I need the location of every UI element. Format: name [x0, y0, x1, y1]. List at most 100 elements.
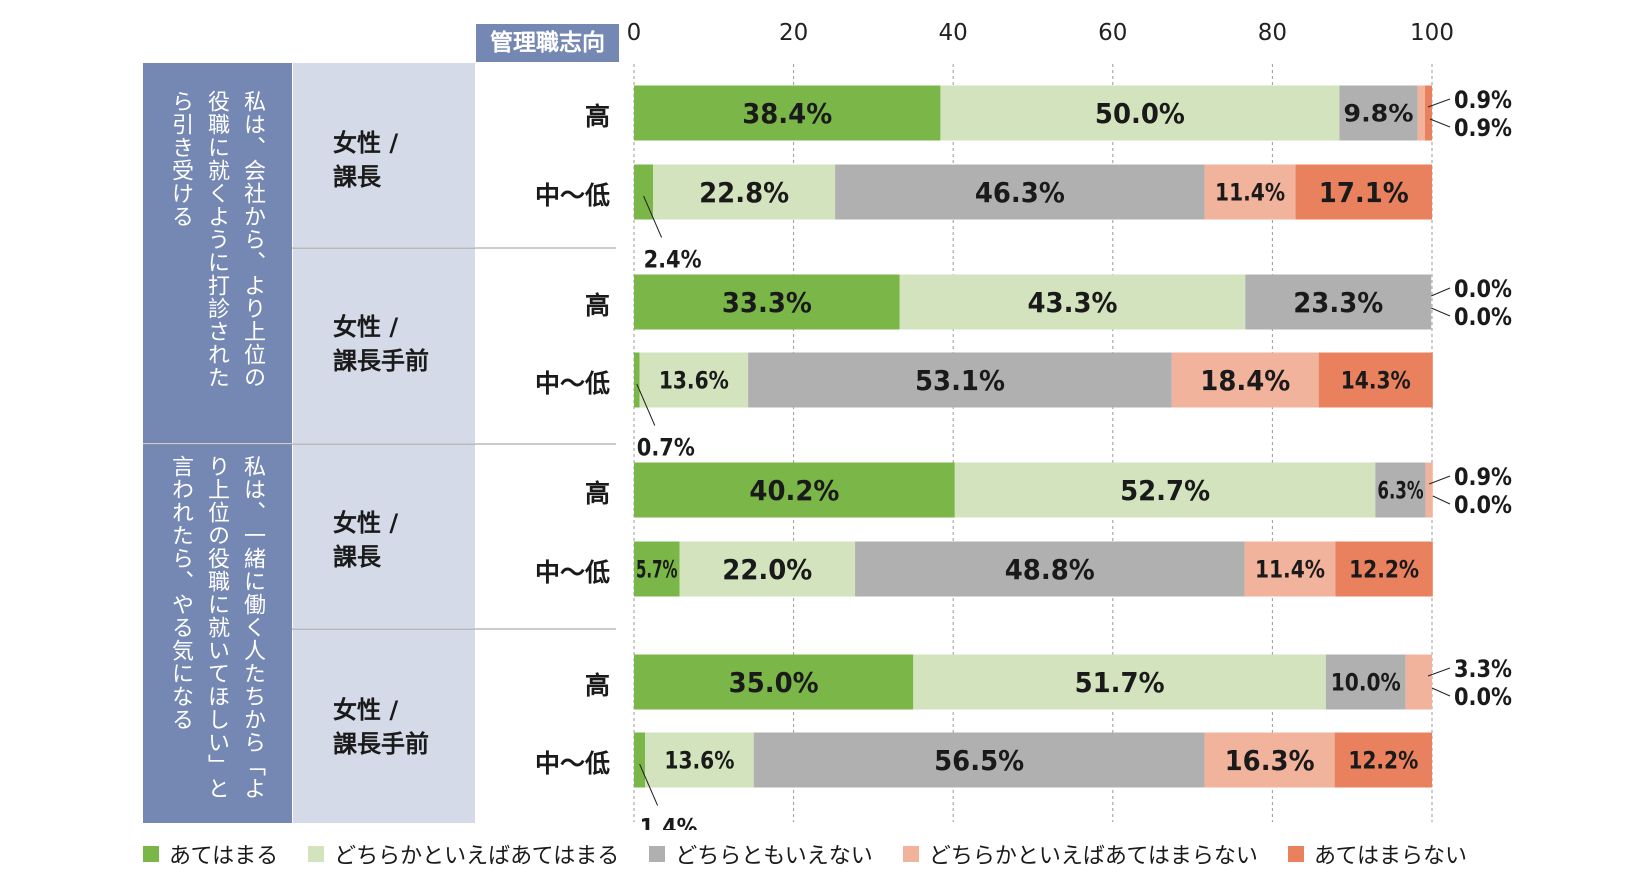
bar-segment: [1424, 85, 1432, 141]
data-label: 12.2%: [1348, 747, 1418, 775]
group-box-1: [143, 63, 292, 443]
level-label: 高: [584, 102, 610, 131]
bar-segment: [1204, 732, 1335, 788]
data-label: 17.1%: [1319, 176, 1409, 209]
subgroup-label-1-line2: 課長: [333, 163, 381, 191]
bar-segment: [1417, 85, 1425, 141]
data-label: 16.3%: [1225, 744, 1315, 777]
bar-segment: [1375, 462, 1426, 518]
data-label: 51.7%: [1075, 666, 1165, 699]
bar-segment: [1325, 654, 1406, 710]
subgroup-box-4: [293, 629, 475, 823]
group-label-2: 私は、一緒に働く人たちから「より上位の役職に就いてほしい」と言われたら、やる気に…: [168, 455, 265, 800]
data-label: 46.3%: [975, 176, 1065, 209]
callout-line: [1427, 98, 1451, 108]
callout-label: 0.9%: [1454, 463, 1512, 491]
legend-label: どちらともいえない: [675, 844, 873, 869]
legend: あてはまる どちらかといえばあてはまる どちらともいえない どちらかといえばあてはまら…: [143, 838, 1497, 870]
callout-label: 2.4%: [644, 246, 702, 274]
bar-segment: [679, 541, 856, 597]
legend-label: あてはまる: [169, 844, 279, 869]
callout-label: 0.9%: [1454, 114, 1512, 142]
data-label: 23.3%: [1293, 286, 1383, 319]
callout-line: [1429, 475, 1451, 485]
subgroup-label-3-line2: 課長: [333, 543, 381, 571]
legend-item: あてはまらない: [1287, 838, 1468, 870]
callout-label: 1.4%: [640, 814, 698, 831]
bar-segment: [634, 85, 941, 141]
bar-segment: [1335, 541, 1433, 597]
legend-swatch: [1287, 846, 1304, 862]
data-label: 56.5%: [934, 744, 1024, 777]
bar-segment: [954, 462, 1376, 518]
subgroup-box-1: [293, 63, 475, 247]
x-tick-label: 60: [1098, 20, 1127, 46]
subgroup-label-4: 女性 / 課長手前: [333, 693, 429, 761]
bar-segment: [1425, 462, 1433, 518]
level-label: 高: [584, 479, 610, 508]
callout-label: 0.0%: [1454, 275, 1512, 303]
subgroup-label-3: 女性 / 課長: [333, 506, 398, 574]
group-label-1: 私は、会社から、より上位の役職に就くように打診されたら引き受ける: [168, 90, 265, 389]
data-label: 50.0%: [1095, 97, 1185, 130]
x-tick-label: 100: [1410, 20, 1454, 46]
level-label: 中～低: [534, 558, 610, 587]
data-label: 38.4%: [742, 97, 832, 130]
legend-swatch: [649, 846, 666, 862]
data-label: 5.7%: [636, 556, 677, 584]
bar-segment: [1245, 274, 1432, 330]
bar-segment: [855, 541, 1245, 597]
bar-segment: [634, 541, 680, 597]
legend-swatch: [143, 846, 159, 862]
bar-segment: [913, 654, 1326, 710]
subgroup-label-4-line2: 課長手前: [333, 730, 429, 758]
legend-swatch: [902, 846, 919, 862]
subgroup-label-1: 女性 / 課長: [333, 126, 398, 194]
bar-segment: [1204, 164, 1296, 220]
callout-label: 0.7%: [637, 434, 695, 462]
bar-segment: [1405, 654, 1432, 710]
subgroup-box-3: [293, 444, 475, 628]
legend-label: どちらかといえばあてはまる: [334, 844, 620, 869]
bar-segment: [634, 462, 955, 518]
subgroup-label-2-line2: 課長手前: [333, 347, 429, 375]
group-box-2: [143, 444, 292, 823]
legend-item: あてはまる: [143, 838, 278, 870]
bar-segment: [1171, 352, 1319, 408]
data-label: 13.6%: [659, 367, 729, 395]
bar-segment: [645, 732, 754, 788]
bar-segment: [634, 274, 900, 330]
subgroup-box-2: [293, 248, 475, 443]
legend-item: どちらかといえばあてはまらない: [902, 838, 1258, 870]
legend-swatch: [308, 846, 325, 862]
legend-label: あてはまらない: [1313, 844, 1468, 869]
data-label: 52.7%: [1120, 474, 1210, 507]
bar-segment: [653, 164, 836, 220]
callout-line: [639, 763, 659, 806]
callout-label: 0.0%: [1454, 303, 1512, 331]
callout-line: [1431, 687, 1451, 697]
bar-segment: [634, 654, 914, 710]
data-label: 48.8%: [1005, 553, 1095, 586]
legend-item: どちらかといえばあてはまる: [308, 838, 619, 870]
subgroup-label-4-line1: 女性 /: [333, 696, 399, 724]
data-label: 12.2%: [1349, 556, 1419, 584]
callout-label: 0.0%: [1454, 491, 1512, 519]
callout-label: 0.9%: [1454, 86, 1512, 114]
data-label: 11.4%: [1255, 556, 1325, 584]
data-label: 53.1%: [915, 364, 1005, 397]
callout-line: [1431, 287, 1451, 297]
subgroup-label-2: 女性 / 課長手前: [333, 310, 429, 378]
data-label: 40.2%: [749, 474, 839, 507]
legend-item: どちらともいえない: [649, 838, 873, 870]
data-label: 33.3%: [722, 286, 812, 319]
data-label: 14.3%: [1341, 367, 1411, 395]
data-label: 43.3%: [1028, 286, 1118, 319]
data-label: 22.0%: [722, 553, 812, 586]
x-tick-label: 20: [779, 20, 808, 46]
x-tick-label: 80: [1258, 20, 1287, 46]
legend-label: どちらかといえばあてはまらない: [928, 844, 1258, 869]
data-label: 10.0%: [1331, 669, 1401, 697]
bar-segment: [753, 732, 1205, 788]
